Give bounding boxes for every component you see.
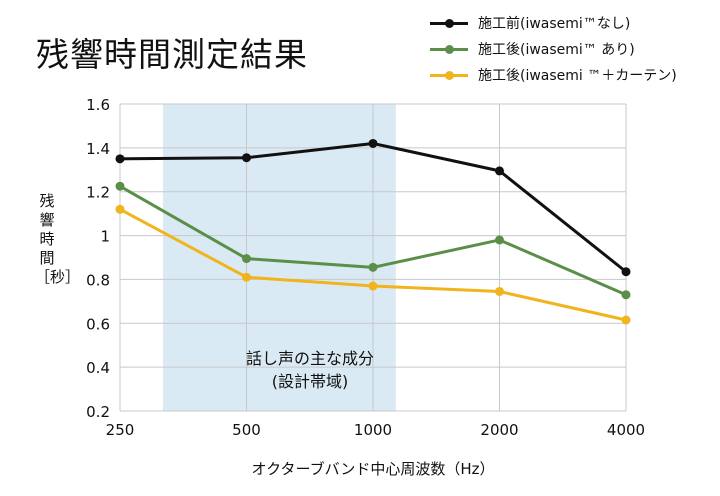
y-tick-label: 1.4 [86, 140, 110, 158]
legend-swatch-before [430, 16, 468, 30]
data-point-2-3 [495, 286, 504, 296]
data-point-1-2 [368, 262, 378, 272]
data-point-2-4 [621, 315, 631, 325]
y-axis-label: 残響時間［秒］ [35, 192, 81, 286]
data-point-0-2 [368, 138, 378, 148]
x-axis-label: オクターブバンド中心周波数（Hz） [251, 460, 495, 478]
y-tick-label: 1.2 [86, 184, 110, 202]
data-point-1-1 [242, 254, 251, 264]
data-point-0-4 [621, 267, 631, 277]
legend-swatch-after [430, 42, 468, 56]
y-tick-label: 0.2 [86, 403, 110, 421]
data-point-2-0 [115, 204, 125, 214]
chart-title: 残響時間測定結果 [36, 35, 308, 74]
data-point-1-0 [115, 181, 125, 191]
data-point-2-1 [242, 272, 251, 282]
band-label-line2: (設計帯域) [271, 372, 349, 391]
legend-item-before: 施工前(iwasemi™なし) [430, 10, 677, 36]
legend: 施工前(iwasemi™なし) 施工後(iwasemi™ あり) 施工後(iwa… [430, 10, 677, 88]
data-point-0-3 [495, 166, 504, 176]
x-tick-label: 500 [232, 421, 261, 439]
y-tick-label: 0.6 [86, 315, 110, 333]
data-point-1-3 [495, 235, 504, 245]
legend-item-after: 施工後(iwasemi™ あり) [430, 36, 677, 62]
data-point-0-0 [115, 154, 125, 164]
x-tick-label: 4000 [607, 421, 645, 439]
data-point-1-4 [621, 290, 631, 300]
legend-label-after: 施工後(iwasemi™ あり) [478, 42, 635, 58]
data-point-0-1 [242, 153, 251, 163]
x-tick-label: 1000 [354, 421, 392, 439]
y-tick-label: 0.4 [86, 359, 110, 377]
y-tick-label: 1 [100, 228, 110, 246]
x-tick-label: 250 [106, 421, 135, 439]
y-tick-label: 0.8 [86, 271, 110, 289]
band-label-line1: 話し声の主な成分 [245, 349, 374, 368]
x-tick-label: 2000 [480, 421, 518, 439]
data-point-2-2 [368, 281, 378, 291]
y-tick-label: 1.6 [86, 96, 110, 114]
legend-label-before: 施工前(iwasemi™なし) [478, 16, 631, 32]
legend-label-after-curtain: 施工後(iwasemi ™＋カーテン) [478, 68, 677, 84]
legend-item-after-curtain: 施工後(iwasemi ™＋カーテン) [430, 62, 677, 88]
legend-swatch-after-curtain [430, 68, 468, 82]
